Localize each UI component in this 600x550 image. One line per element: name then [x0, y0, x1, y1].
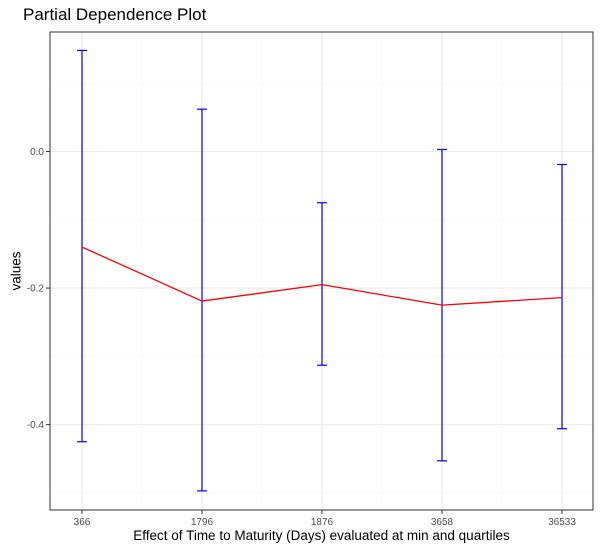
x-tick-label: 1876 [311, 517, 334, 528]
series-line [81, 246, 563, 306]
x-axis-title: Effect of Time to Maturity (Days) evalua… [133, 528, 510, 543]
y-axis-ticks: 0.0 -0.2 -0.4 [27, 147, 50, 431]
x-axis-ticks: 366 1796 1876 3658 36533 [74, 510, 576, 528]
y-tick-label: -0.2 [27, 284, 45, 295]
x-tick-label: 36533 [548, 517, 576, 528]
chart-title: Partial Dependence Plot [23, 5, 207, 24]
x-tick-label: 1796 [191, 517, 214, 528]
y-tick-label: -0.4 [27, 420, 45, 431]
y-axis-title: values [9, 251, 24, 290]
series-line-group [81, 246, 563, 306]
x-tick-label: 366 [74, 517, 91, 528]
x-tick-label: 3658 [431, 517, 454, 528]
y-tick-label: 0.0 [30, 147, 44, 158]
